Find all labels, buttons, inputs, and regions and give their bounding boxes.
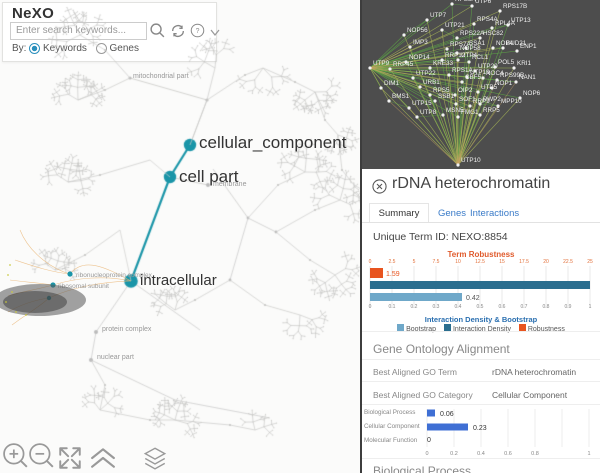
svg-text:20: 20 <box>543 259 549 265</box>
svg-text:0.23: 0.23 <box>473 425 487 432</box>
svg-text:0.9: 0.9 <box>565 304 572 310</box>
svg-text:RRP45: RRP45 <box>393 61 414 68</box>
svg-text:RRP5: RRP5 <box>483 107 500 114</box>
svg-text:NOP14: NOP14 <box>409 54 430 61</box>
svg-text:1.59: 1.59 <box>386 271 400 278</box>
svg-text:7.5: 7.5 <box>433 259 440 265</box>
svg-text:0.42: 0.42 <box>466 295 480 302</box>
svg-text:12.5: 12.5 <box>475 259 485 265</box>
svg-text:0.06: 0.06 <box>440 411 454 418</box>
svg-text:UTP7: UTP7 <box>430 12 447 19</box>
svg-text:RPS17B: RPS17B <box>503 3 527 10</box>
svg-text:ribonucleoprotein complex: ribonucleoprotein complex <box>76 272 153 279</box>
svg-text:17.5: 17.5 <box>519 259 529 265</box>
svg-text:0.2: 0.2 <box>411 304 418 310</box>
svg-text:0.4: 0.4 <box>477 451 485 457</box>
svg-text:0.8: 0.8 <box>543 304 550 310</box>
svg-text:KRI1: KRI1 <box>517 60 531 67</box>
svg-text:URB1: URB1 <box>423 79 440 86</box>
svg-text:FMG1: FMG1 <box>461 109 479 116</box>
svg-text:0.5: 0.5 <box>477 304 484 310</box>
svg-text:SSA1: SSA1 <box>469 40 486 47</box>
svg-text:0.1: 0.1 <box>389 304 396 310</box>
svg-text:0.7: 0.7 <box>521 304 528 310</box>
svg-text:UTP6: UTP6 <box>475 0 492 5</box>
svg-text:UTP10: UTP10 <box>461 157 481 164</box>
svg-text:0.3: 0.3 <box>433 304 440 310</box>
svg-text:DIM1: DIM1 <box>384 80 400 87</box>
svg-text:ENP1: ENP1 <box>520 43 537 50</box>
svg-text:RPS22A: RPS22A <box>460 30 485 37</box>
svg-text:KRE33: KRE33 <box>433 60 453 67</box>
svg-text:10: 10 <box>455 259 461 265</box>
svg-text:5: 5 <box>413 259 416 265</box>
svg-text:Cellular Component: Cellular Component <box>364 423 420 430</box>
svg-text:0: 0 <box>427 437 431 444</box>
svg-text:RPS8A: RPS8A <box>455 0 476 3</box>
svg-text:OIP2: OIP2 <box>458 87 473 94</box>
svg-text:UTP15: UTP15 <box>412 100 432 107</box>
svg-text:Molecular Function: Molecular Function <box>364 437 418 444</box>
svg-text:SSB1: SSB1 <box>438 93 455 100</box>
svg-text:25: 25 <box>587 259 593 265</box>
svg-text:UTP13: UTP13 <box>511 17 531 24</box>
svg-text:NOP56: NOP56 <box>407 27 428 34</box>
svg-text:1: 1 <box>587 451 590 457</box>
svg-text:NOP6: NOP6 <box>523 90 541 97</box>
svg-text:0.4: 0.4 <box>455 304 462 310</box>
svg-text:0.8: 0.8 <box>531 451 539 457</box>
svg-text:15: 15 <box>499 259 505 265</box>
svg-text:NAN1: NAN1 <box>519 74 536 81</box>
svg-text:HSC82: HSC82 <box>483 30 504 37</box>
svg-text:0: 0 <box>369 304 372 310</box>
svg-text:Biological Process: Biological Process <box>364 409 415 416</box>
svg-text:PWP2: PWP2 <box>483 96 501 103</box>
svg-text:UTP22: UTP22 <box>416 70 436 77</box>
svg-text:NOP1: NOP1 <box>495 80 513 87</box>
svg-text:1: 1 <box>589 304 592 310</box>
svg-text:0.6: 0.6 <box>504 451 512 457</box>
svg-text:UTP21: UTP21 <box>445 22 465 29</box>
svg-text:0: 0 <box>425 451 428 457</box>
svg-text:BMS1: BMS1 <box>392 93 410 100</box>
svg-text:0: 0 <box>369 259 372 265</box>
svg-text:POL5: POL5 <box>498 59 515 66</box>
svg-text:UTP8: UTP8 <box>420 109 437 116</box>
svg-text:2.5: 2.5 <box>389 259 396 265</box>
svg-text:RCL1: RCL1 <box>472 54 489 61</box>
svg-text:UTP9: UTP9 <box>373 60 390 67</box>
svg-text:0.6: 0.6 <box>499 304 506 310</box>
svg-text:IMP3: IMP3 <box>413 39 428 46</box>
svg-text:22.5: 22.5 <box>563 259 573 265</box>
svg-text:0.2: 0.2 <box>450 451 458 457</box>
